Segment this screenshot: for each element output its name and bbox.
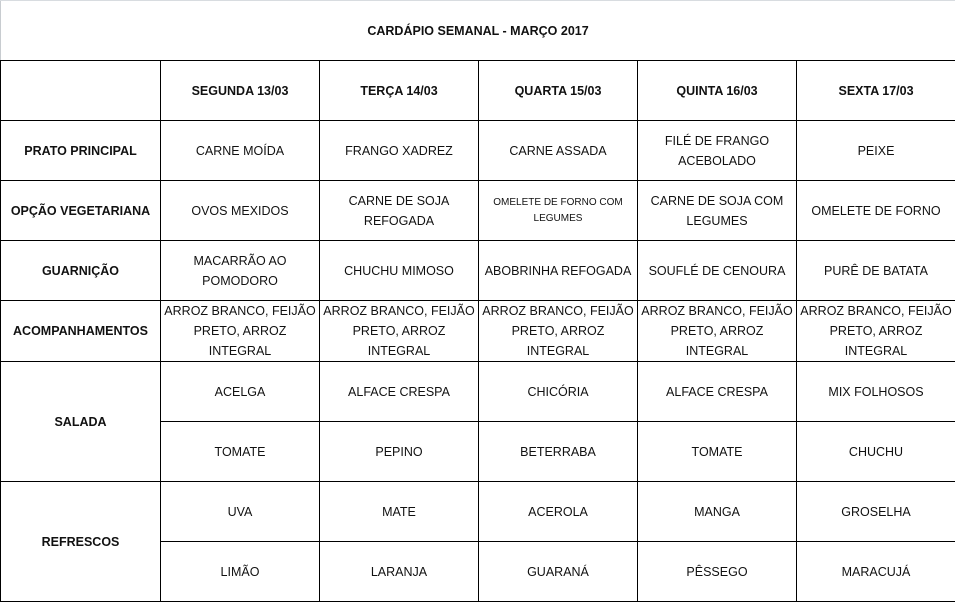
menu-cell: CARNE DE SOJA REFOGADA <box>320 181 479 241</box>
menu-cell: MACARRÃO AO POMODORO <box>161 241 320 301</box>
day-header: TERÇA 14/03 <box>320 61 479 121</box>
menu-cell: FILÉ DE FRANGO ACEBOLADO <box>638 121 797 181</box>
menu-cell: ACEROLA <box>479 482 638 542</box>
menu-cell: OVOS MEXIDOS <box>161 181 320 241</box>
day-header: QUARTA 15/03 <box>479 61 638 121</box>
header-row: SEGUNDA 13/03 TERÇA 14/03 QUARTA 15/03 Q… <box>1 61 955 121</box>
menu-cell: SOUFLÉ DE CENOURA <box>638 241 797 301</box>
menu-cell: BETERRABA <box>479 422 638 482</box>
menu-title: CARDÁPIO SEMANAL - MARÇO 2017 <box>1 1 955 61</box>
day-header: QUINTA 16/03 <box>638 61 797 121</box>
row-label: REFRESCOS <box>1 482 161 602</box>
menu-cell: ARROZ BRANCO, FEIJÃO PRETO, ARROZ INTEGR… <box>161 301 320 362</box>
day-header: SEGUNDA 13/03 <box>161 61 320 121</box>
menu-cell: PEIXE <box>797 121 955 181</box>
menu-cell: CHICÓRIA <box>479 362 638 422</box>
menu-cell: GUARANÁ <box>479 542 638 602</box>
menu-cell: CARNE DE SOJA COM LEGUMES <box>638 181 797 241</box>
menu-cell: CHUCHU <box>797 422 955 482</box>
menu-cell: FRANGO XADREZ <box>320 121 479 181</box>
menu-cell: LARANJA <box>320 542 479 602</box>
menu-cell: OMELETE DE FORNO COM LEGUMES <box>479 181 638 241</box>
menu-cell: PÊSSEGO <box>638 542 797 602</box>
menu-cell: ACELGA <box>161 362 320 422</box>
row-label: ACOMPANHAMENTOS <box>1 301 161 362</box>
menu-cell: TOMATE <box>161 422 320 482</box>
menu-cell: CHUCHU MIMOSO <box>320 241 479 301</box>
menu-cell: ABOBRINHA REFOGADA <box>479 241 638 301</box>
menu-cell: MIX FOLHOSOS <box>797 362 955 422</box>
corner-cell <box>1 61 161 121</box>
menu-cell: CARNE MOÍDA <box>161 121 320 181</box>
menu-cell: ALFACE CRESPA <box>638 362 797 422</box>
row-label: GUARNIÇÃO <box>1 241 161 301</box>
menu-cell: GROSELHA <box>797 482 955 542</box>
menu-cell: MANGA <box>638 482 797 542</box>
menu-cell: ARROZ BRANCO, FEIJÃO PRETO, ARROZ INTEGR… <box>638 301 797 362</box>
row-label: SALADA <box>1 362 161 482</box>
menu-cell: ARROZ BRANCO, FEIJÃO PRETO, ARROZ INTEGR… <box>479 301 638 362</box>
menu-cell: LIMÃO <box>161 542 320 602</box>
menu-cell: ARROZ BRANCO, FEIJÃO PRETO, ARROZ INTEGR… <box>320 301 479 362</box>
day-header: SEXTA 17/03 <box>797 61 955 121</box>
menu-cell: MARACUJÁ <box>797 542 955 602</box>
menu-cell: UVA <box>161 482 320 542</box>
row-label: PRATO PRINCIPAL <box>1 121 161 181</box>
menu-cell: PURÊ DE BATATA <box>797 241 955 301</box>
menu-cell: ARROZ BRANCO, FEIJÃO PRETO, ARROZ INTEGR… <box>797 301 955 362</box>
menu-cell: MATE <box>320 482 479 542</box>
menu-cell: CARNE ASSADA <box>479 121 638 181</box>
title-row: CARDÁPIO SEMANAL - MARÇO 2017 <box>1 1 955 61</box>
menu-cell: PEPINO <box>320 422 479 482</box>
menu-cell: OMELETE DE FORNO <box>797 181 955 241</box>
menu-cell: ALFACE CRESPA <box>320 362 479 422</box>
menu-cell: TOMATE <box>638 422 797 482</box>
row-label: OPÇÃO VEGETARIANA <box>1 181 161 241</box>
